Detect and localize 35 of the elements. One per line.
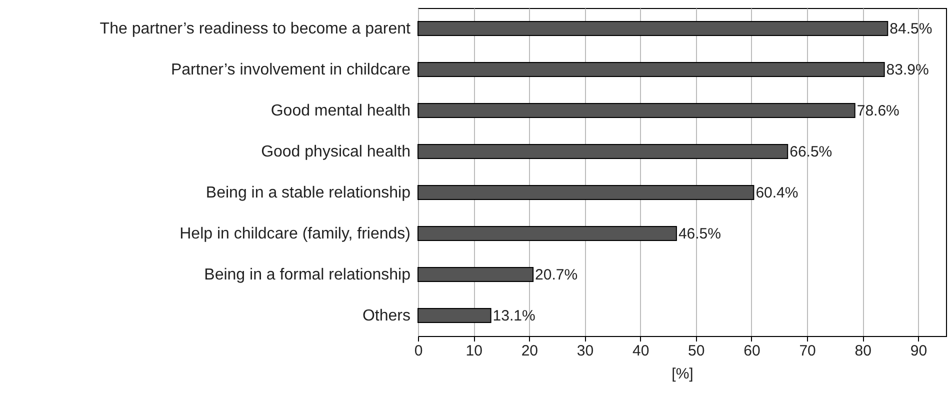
bar: [418, 308, 492, 323]
y-tick-label: Good mental health: [270, 102, 410, 120]
x-tick-label: 60: [744, 342, 760, 360]
x-axis-title: [%]: [672, 366, 694, 382]
data-label: 13.1%: [492, 308, 536, 324]
data-label: 20.7%: [535, 266, 578, 284]
x-tick-label: 50: [688, 342, 705, 360]
data-label: 46.5%: [678, 226, 721, 242]
y-tick-label: Partner’s involvement in childcare: [170, 62, 411, 78]
bar: [418, 226, 677, 241]
bar: [418, 103, 856, 118]
y-tick-label: Others: [362, 308, 410, 324]
x-tick-label: 30: [576, 342, 594, 360]
bar: [418, 21, 888, 36]
data-label: 83.9%: [886, 62, 929, 78]
y-tick-label: Being in a stable relationship: [206, 184, 411, 202]
x-tick-label: 40: [632, 342, 650, 360]
x-tick-label: 90: [910, 342, 928, 360]
bar: [418, 62, 885, 77]
bar: [418, 267, 534, 282]
data-label: 84.5%: [890, 20, 932, 38]
bar: [418, 144, 788, 159]
x-tick-label: 20: [521, 342, 538, 360]
x-tick-label: 0: [414, 342, 423, 360]
y-tick-label: The partner’s readiness to become a parent: [100, 20, 412, 38]
x-tick-label: 10: [466, 342, 482, 360]
data-label: 66.5%: [790, 144, 832, 160]
data-label: 78.6%: [856, 102, 900, 120]
y-tick-label: Help in childcare (family, friends): [180, 226, 410, 242]
bar: [418, 185, 754, 200]
x-tick-label: 80: [854, 342, 872, 360]
y-tick-label: Good physical health: [261, 144, 410, 160]
data-label: 60.4%: [756, 184, 798, 202]
y-tick-label: Being in a formal relationship: [204, 266, 411, 284]
x-tick-label: 70: [799, 342, 816, 360]
